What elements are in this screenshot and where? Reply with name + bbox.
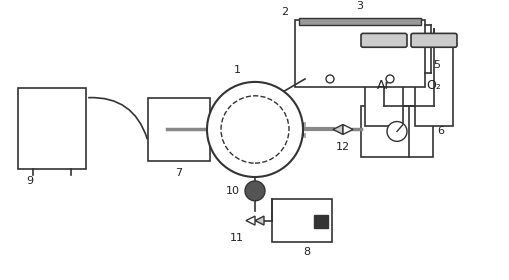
Circle shape [325,75,333,83]
Polygon shape [332,125,343,134]
Text: 11: 11 [230,234,243,243]
Text: 6: 6 [437,127,444,136]
Text: 12: 12 [335,142,349,152]
FancyBboxPatch shape [364,45,402,127]
Circle shape [386,122,406,141]
FancyBboxPatch shape [414,45,452,127]
FancyBboxPatch shape [360,33,406,47]
Text: 4: 4 [433,36,440,46]
Circle shape [385,75,393,83]
FancyBboxPatch shape [271,199,331,242]
Circle shape [244,181,265,201]
Text: 3: 3 [356,1,363,11]
FancyBboxPatch shape [294,20,424,87]
FancyBboxPatch shape [298,18,420,25]
Text: 1: 1 [233,65,240,75]
FancyBboxPatch shape [410,33,456,47]
Circle shape [207,82,302,177]
Polygon shape [343,125,352,134]
FancyBboxPatch shape [360,106,432,157]
Polygon shape [254,216,264,225]
Text: 2: 2 [281,7,288,17]
Text: 9: 9 [26,176,34,186]
Text: 10: 10 [225,186,240,196]
Text: 5: 5 [433,60,440,70]
Text: 8: 8 [303,247,310,257]
FancyBboxPatch shape [18,88,86,169]
Text: O₂: O₂ [426,80,441,92]
FancyBboxPatch shape [148,98,210,161]
Text: Ar: Ar [377,80,390,92]
FancyBboxPatch shape [314,215,327,228]
Polygon shape [245,216,254,225]
Text: 7: 7 [175,168,182,178]
